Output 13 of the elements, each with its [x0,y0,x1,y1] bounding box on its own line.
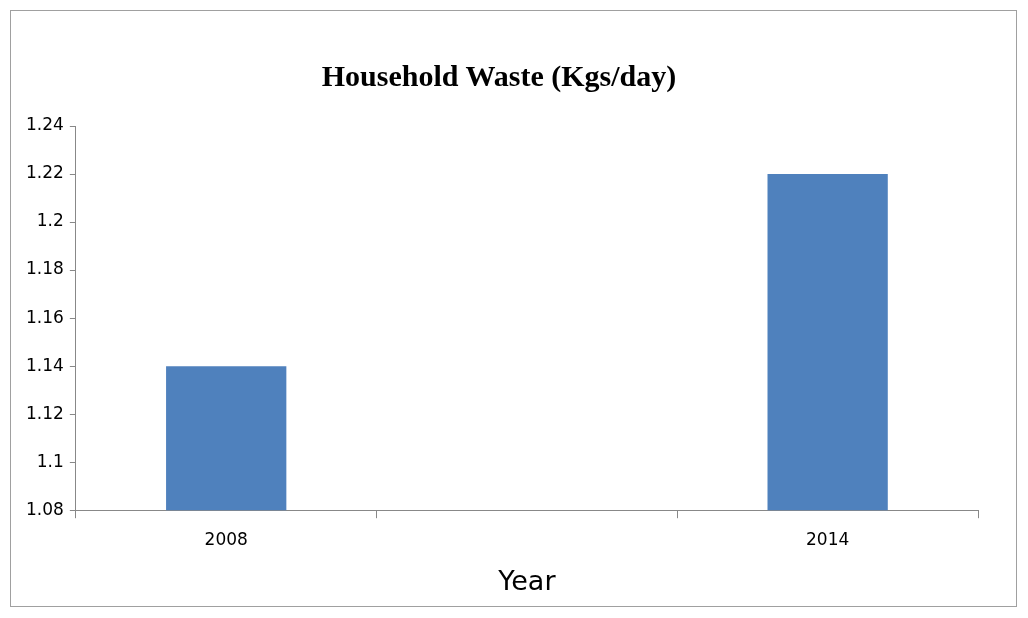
y-tick-label: 1.14 [25,354,64,375]
y-tick-label: 1.18 [25,258,64,279]
y-tick-label: 1.08 [25,498,64,519]
y-tick-label: 1.12 [25,402,64,423]
y-tick-label: 1.22 [25,162,64,183]
chart-title: Household Waste (Kgs/day) [321,58,677,93]
y-tick-label: 1.16 [25,306,64,327]
y-tick-label: 1.24 [25,114,64,135]
y-tick-label: 1.2 [36,210,64,231]
x-axis-title: Year [497,564,557,596]
y-tick-label: 1.1 [36,450,64,471]
x-tick-label: 2008 [204,528,248,549]
x-tick-label: 2014 [806,528,850,549]
